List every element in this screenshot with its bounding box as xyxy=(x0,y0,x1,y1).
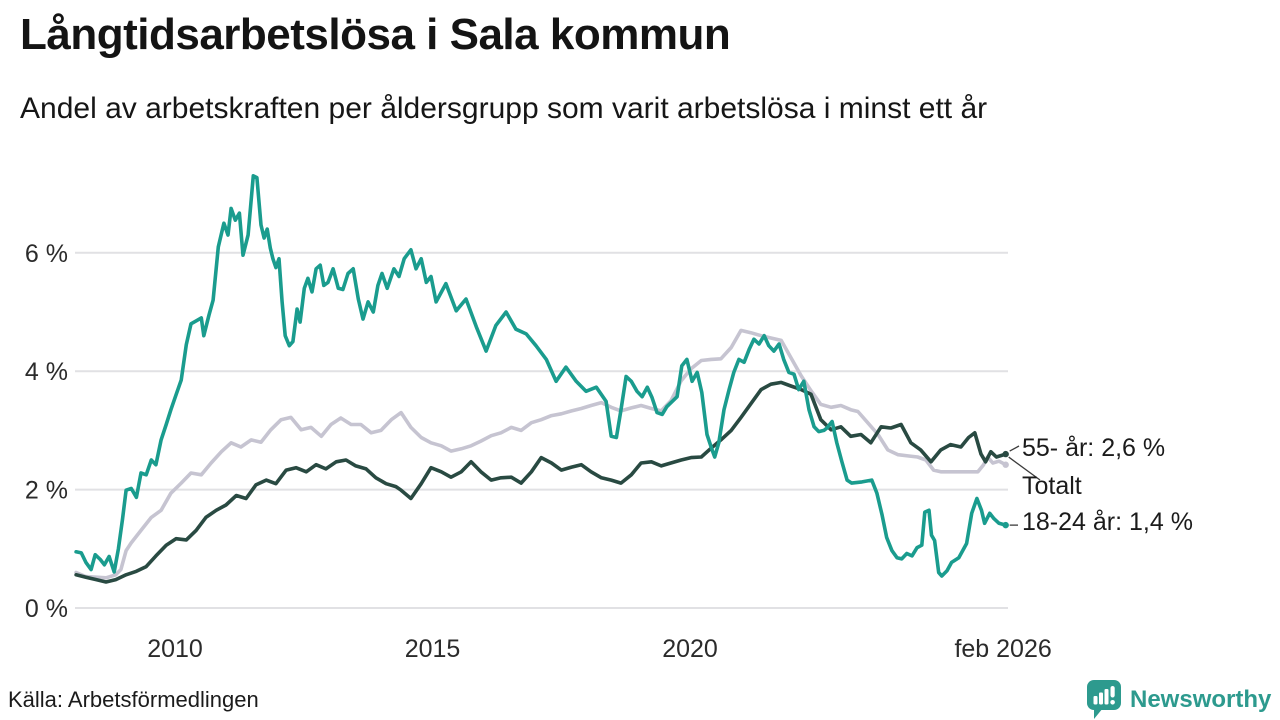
x-tick-label: feb 2026 xyxy=(954,635,1051,663)
newsworthy-bubble-chart-icon xyxy=(1087,680,1121,719)
y-tick-label: 2 % xyxy=(25,477,68,505)
series-endpoint-18-24-ar xyxy=(1002,521,1009,529)
x-tick-label: 2020 xyxy=(662,635,718,663)
series-endpoint-totalt xyxy=(1002,461,1009,468)
series-label-totalt: Totalt xyxy=(1022,472,1082,500)
series-line-55-ar xyxy=(74,380,1008,584)
series-endpoint-55-ar xyxy=(1002,450,1009,458)
x-tick-label: 2010 xyxy=(147,635,203,663)
leader-line-55-ar xyxy=(1009,445,1020,452)
newsworthy-wordmark: Newsworthy xyxy=(1130,685,1272,713)
leader-line-totalt xyxy=(1008,456,1041,481)
y-tick-label: 0 % xyxy=(25,595,68,623)
chart-title: Långtidsarbetslösa i Sala kommun xyxy=(20,10,731,59)
series-line-totalt xyxy=(74,328,1008,580)
source-note: Källa: Arbetsförmedlingen xyxy=(8,687,259,712)
x-tick-label: 2015 xyxy=(405,635,461,663)
y-tick-label: 4 % xyxy=(25,358,68,386)
series-label-55-ar: 55- år: 2,6 % xyxy=(1022,434,1166,462)
series-label-18-24-ar: 18-24 år: 1,4 % xyxy=(1022,508,1193,536)
series-line-18-24-ar xyxy=(74,174,1008,578)
newsworthy-logo[interactable]: Newsworthy xyxy=(1086,679,1271,720)
chart-subtitle: Andel av arbetskraften per åldersgrupp s… xyxy=(20,92,988,125)
y-tick-label: 6 % xyxy=(25,240,68,268)
